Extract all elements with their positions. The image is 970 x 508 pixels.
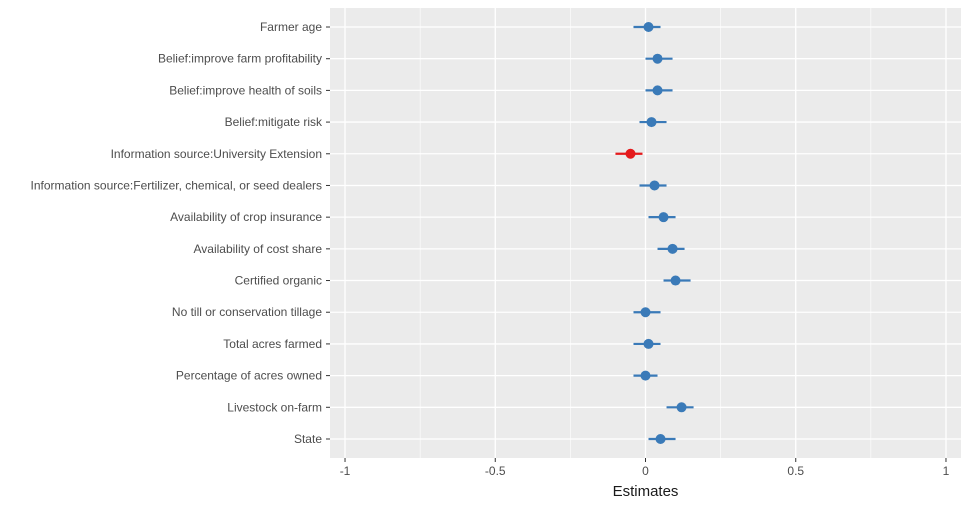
x-tick-label: 0.5: [787, 464, 804, 478]
estimate-point: [652, 53, 663, 64]
y-axis-tick-labels: Farmer age Belief:improve farm profitabil…: [31, 20, 330, 446]
estimate-point: [670, 275, 681, 286]
y-tick-label: Belief:improve health of soils: [169, 83, 322, 97]
y-tick-label: Total acres farmed: [223, 337, 322, 351]
y-tick-label: Percentage of acres owned: [176, 369, 322, 383]
y-tick-label: Certified organic: [235, 274, 322, 288]
y-tick-label: Information source:Fertilizer, chemical,…: [31, 178, 322, 192]
x-axis-tick-labels: -1 -0.5 0 0.5 1: [340, 458, 950, 478]
estimate-point: [640, 307, 651, 318]
estimate-point: [667, 243, 678, 254]
y-tick-label: No till or conservation tillage: [172, 305, 322, 319]
estimate-point: [643, 22, 654, 33]
estimate-point: [655, 433, 666, 444]
x-tick-label: -0.5: [485, 464, 506, 478]
y-tick-label: Availability of cost share: [193, 242, 322, 256]
y-tick-label: Belief:improve farm profitability: [158, 52, 322, 66]
estimate-point: [640, 370, 651, 381]
x-tick-label: 1: [943, 464, 950, 478]
x-tick-label: -1: [340, 464, 351, 478]
y-tick-label: Livestock on-farm: [227, 400, 322, 414]
y-tick-label: Belief:mitigate risk: [225, 115, 323, 129]
y-tick-label: State: [294, 432, 322, 446]
estimate-point: [652, 85, 663, 96]
estimate-marks: [615, 22, 694, 444]
y-tick-label: Availability of crop insurance: [170, 210, 322, 224]
y-tick-label: Farmer age: [260, 20, 322, 34]
estimate-point: [676, 402, 687, 413]
estimate-point: [646, 117, 657, 128]
estimate-point: [643, 338, 654, 349]
x-axis-title: Estimates: [613, 483, 679, 500]
estimate-point: [649, 180, 660, 191]
estimate-point: [658, 212, 669, 223]
estimate-point: [625, 148, 636, 159]
x-tick-label: 0: [642, 464, 649, 478]
y-tick-label: Information source:University Extension: [111, 147, 322, 161]
